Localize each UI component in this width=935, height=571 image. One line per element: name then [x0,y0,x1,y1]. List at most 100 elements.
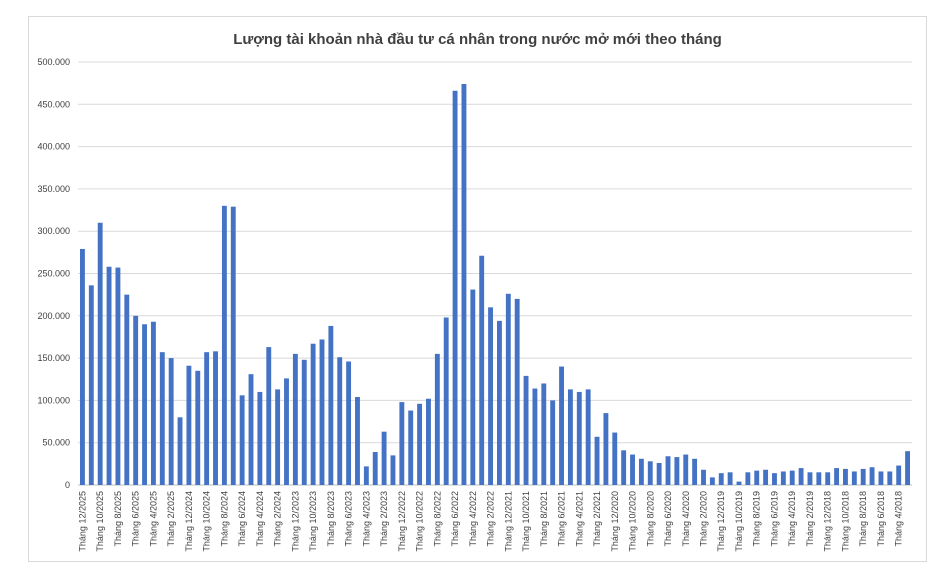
bar [585,389,591,485]
x-tick-label: Tháng 4/2021 [574,491,584,547]
bar [150,321,156,485]
bar [97,222,103,486]
bar [452,90,458,485]
x-tick-label: Tháng 2/2025 [166,491,176,547]
x-tick-label: Tháng 10/2025 [95,491,105,552]
bar [461,83,467,485]
x-tick-label: Tháng 4/2018 [894,491,904,547]
bar [115,267,121,485]
bar [780,471,786,485]
bar [319,339,325,485]
bar [656,463,662,485]
bar [718,473,724,485]
x-tick-label: Tháng 8/2022 [432,491,442,547]
bar [834,468,840,485]
y-tick-label: 50.000 [42,438,70,448]
x-tick-label: Tháng 12/2019 [716,491,726,552]
y-tick-label: 350.000 [37,184,70,194]
bar [905,451,911,485]
x-tick-label: Tháng 4/2023 [361,491,371,547]
bar [88,285,94,485]
bar [470,289,476,485]
x-tick-label: Tháng 12/2023 [290,491,300,552]
bar [612,432,618,485]
bar [168,358,174,485]
bar [674,457,680,485]
x-tick-label: Tháng 12/2025 [77,491,87,552]
bar [355,397,360,485]
bar [869,467,875,485]
bar [789,470,795,485]
bar [798,468,804,485]
bar [692,458,698,485]
x-tick-label: Tháng 12/2024 [184,491,194,552]
x-axis: Tháng 12/2025 Tháng 10/2025 Tháng 8/2025 Th… [77,491,903,552]
bar [390,455,396,485]
x-tick-label: Tháng 8/2018 [858,491,868,547]
bar [603,413,609,485]
bar [79,248,85,485]
bar [594,436,600,485]
bar [426,398,431,485]
y-tick-label: 100.000 [37,395,70,405]
bar [363,466,369,485]
bar [736,481,742,485]
x-tick-label: Tháng 8/2024 [219,491,229,547]
chart-title: Lượng tài khoản nhà đầu tư cá nhân trong… [233,31,722,48]
bar [124,294,130,485]
bar [230,206,236,485]
bar [630,454,635,485]
bar [621,450,627,485]
x-tick-label: Tháng 4/2019 [787,491,797,547]
x-tick-label: Tháng 4/2020 [681,491,691,547]
bar [381,431,387,485]
x-tick-label: Tháng 10/2018 [840,491,850,552]
bar [532,388,538,485]
x-tick-label: Tháng 4/2025 [148,491,158,547]
x-tick-label: Tháng 12/2020 [610,491,620,552]
bar [825,472,831,485]
bar [248,374,254,485]
bar [142,324,147,485]
x-tick-label: Tháng 10/2020 [628,491,638,552]
x-tick-label: Tháng 8/2021 [539,491,549,547]
bar [896,465,902,485]
x-tick-label: Tháng 6/2025 [131,491,141,547]
bar [878,471,884,485]
bar [292,353,298,485]
bar [745,472,751,485]
x-tick-label: Tháng 2/2019 [805,491,815,547]
x-tick-label: Tháng 12/2021 [503,491,513,552]
bar [727,472,733,485]
bar [443,317,449,485]
bar [310,343,316,485]
x-tick-label: Tháng 6/2019 [769,491,779,547]
bar [372,452,378,485]
bar [523,375,529,485]
x-tick-label: Tháng 12/2018 [823,491,833,552]
x-tick-label: Tháng 12/2022 [397,491,407,552]
bar [159,352,165,485]
x-tick-label: Tháng 8/2025 [113,491,123,547]
bar [284,378,289,485]
bar [257,391,263,485]
bar [186,365,192,485]
bar [417,403,423,485]
x-tick-label: Tháng 4/2024 [255,491,265,547]
y-tick-label: 400.000 [37,142,70,152]
bar [638,458,644,485]
y-tick-label: 500.000 [37,57,70,67]
bar [807,472,813,485]
bar [337,357,343,485]
x-tick-label: Tháng 10/2024 [202,491,212,552]
y-tick-label: 150.000 [37,353,70,363]
x-tick-label: Tháng 2/2024 [273,491,283,547]
x-tick-label: Tháng 6/2024 [237,491,247,547]
bar [550,400,556,485]
bar [488,307,494,485]
x-tick-label: Tháng 2/2023 [379,491,389,547]
bar [709,477,715,485]
y-tick-label: 250.000 [37,269,70,279]
bar [683,454,689,485]
